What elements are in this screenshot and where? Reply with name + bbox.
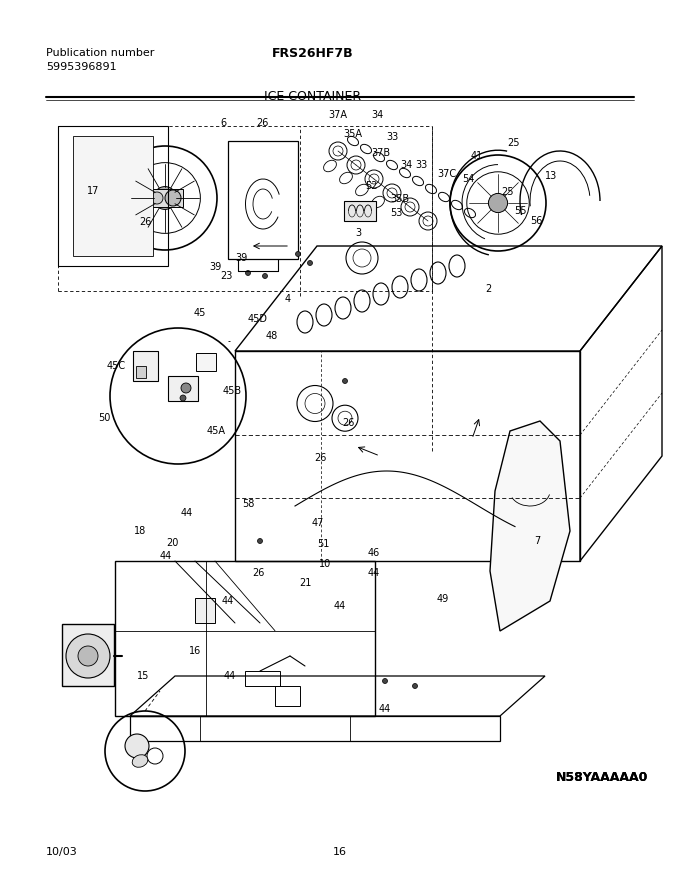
- Text: 10/03: 10/03: [46, 847, 78, 857]
- Circle shape: [181, 383, 191, 393]
- Text: 2: 2: [485, 284, 491, 294]
- Text: 35B: 35B: [390, 194, 409, 204]
- Bar: [344, 201, 376, 221]
- Text: 53: 53: [390, 208, 402, 218]
- Text: N58YAAAAA0: N58YAAAAA0: [556, 771, 648, 784]
- Bar: [195, 598, 215, 623]
- Text: 16: 16: [189, 646, 201, 656]
- Text: 7: 7: [534, 536, 540, 546]
- Circle shape: [307, 260, 313, 266]
- Text: 34: 34: [400, 160, 412, 170]
- Text: 26: 26: [139, 217, 151, 227]
- Text: 44: 44: [222, 596, 234, 606]
- Text: 47: 47: [312, 518, 324, 528]
- Text: 23: 23: [220, 271, 232, 281]
- Text: 37C: 37C: [437, 169, 456, 179]
- Text: 44: 44: [160, 551, 172, 561]
- Text: 26: 26: [256, 118, 268, 128]
- Bar: [133, 351, 158, 381]
- Text: 45C: 45C: [107, 361, 126, 371]
- Circle shape: [262, 273, 267, 279]
- Circle shape: [180, 395, 186, 401]
- Text: ICE CONTAINER: ICE CONTAINER: [265, 90, 362, 103]
- Text: 55: 55: [514, 206, 526, 216]
- Text: N58YAAAAA0: N58YAAAAA0: [556, 771, 648, 784]
- Text: 26: 26: [342, 418, 354, 428]
- Text: Publication number: Publication number: [46, 48, 154, 58]
- Bar: [168, 376, 198, 401]
- Circle shape: [488, 193, 507, 213]
- Bar: [62, 624, 114, 686]
- Text: 18: 18: [134, 526, 146, 536]
- Text: 4: 4: [285, 294, 291, 304]
- Text: 15: 15: [137, 671, 149, 681]
- Text: 37B: 37B: [371, 148, 390, 158]
- Text: 39: 39: [209, 262, 221, 272]
- Text: 10: 10: [319, 559, 331, 569]
- Bar: [58, 126, 168, 266]
- Text: 25: 25: [507, 138, 520, 148]
- Text: 51: 51: [317, 539, 329, 549]
- Text: 49: 49: [437, 594, 449, 604]
- Text: 37A: 37A: [328, 110, 347, 120]
- Circle shape: [296, 252, 301, 256]
- Text: 48: 48: [266, 331, 278, 341]
- Text: 26: 26: [252, 568, 265, 578]
- Circle shape: [78, 646, 98, 666]
- Text: FRS26HF7B: FRS26HF7B: [272, 47, 354, 60]
- Text: 52: 52: [364, 181, 377, 191]
- Circle shape: [258, 538, 262, 544]
- Bar: [147, 189, 183, 207]
- Text: 33: 33: [386, 132, 398, 142]
- Text: 41: 41: [471, 151, 483, 161]
- Text: 44: 44: [379, 704, 391, 714]
- Text: 17: 17: [87, 186, 99, 196]
- Text: 35A: 35A: [343, 129, 362, 139]
- Bar: [136, 366, 146, 378]
- Text: 44: 44: [224, 671, 236, 681]
- Text: 44: 44: [181, 508, 193, 518]
- Bar: [196, 353, 216, 371]
- Circle shape: [245, 271, 250, 275]
- Ellipse shape: [132, 755, 148, 767]
- Text: 45B: 45B: [222, 386, 241, 396]
- Text: 44: 44: [368, 568, 380, 578]
- Text: 44: 44: [334, 601, 346, 611]
- Text: 6: 6: [220, 118, 226, 128]
- Polygon shape: [490, 421, 570, 631]
- Circle shape: [382, 679, 388, 684]
- Circle shape: [165, 190, 181, 206]
- Text: 46: 46: [368, 548, 380, 558]
- Text: 34: 34: [371, 110, 383, 120]
- Bar: [73, 136, 153, 256]
- Circle shape: [343, 379, 347, 383]
- Bar: [115, 561, 375, 716]
- Text: 25: 25: [502, 187, 514, 197]
- Text: 56: 56: [530, 216, 542, 226]
- Circle shape: [154, 186, 176, 209]
- Text: 5995396891: 5995396891: [46, 62, 117, 72]
- Bar: [228, 141, 298, 259]
- Bar: [245, 671, 280, 686]
- Text: 45D: 45D: [248, 314, 268, 324]
- Text: 16: 16: [333, 847, 347, 857]
- Text: 45A: 45A: [207, 426, 226, 436]
- Text: 54: 54: [462, 174, 474, 184]
- Circle shape: [125, 734, 149, 758]
- Text: 20: 20: [166, 538, 178, 548]
- Text: 50: 50: [98, 413, 110, 423]
- Text: 33: 33: [415, 160, 427, 170]
- Circle shape: [151, 192, 163, 204]
- Text: 21: 21: [299, 578, 311, 588]
- Text: 45: 45: [194, 308, 206, 318]
- Text: 13: 13: [545, 171, 557, 181]
- Circle shape: [66, 634, 110, 678]
- Text: 39: 39: [235, 253, 247, 263]
- Circle shape: [413, 684, 418, 688]
- Text: 26: 26: [313, 453, 326, 463]
- Bar: [275, 686, 300, 706]
- Text: 58: 58: [242, 499, 254, 509]
- Text: 3: 3: [355, 228, 361, 238]
